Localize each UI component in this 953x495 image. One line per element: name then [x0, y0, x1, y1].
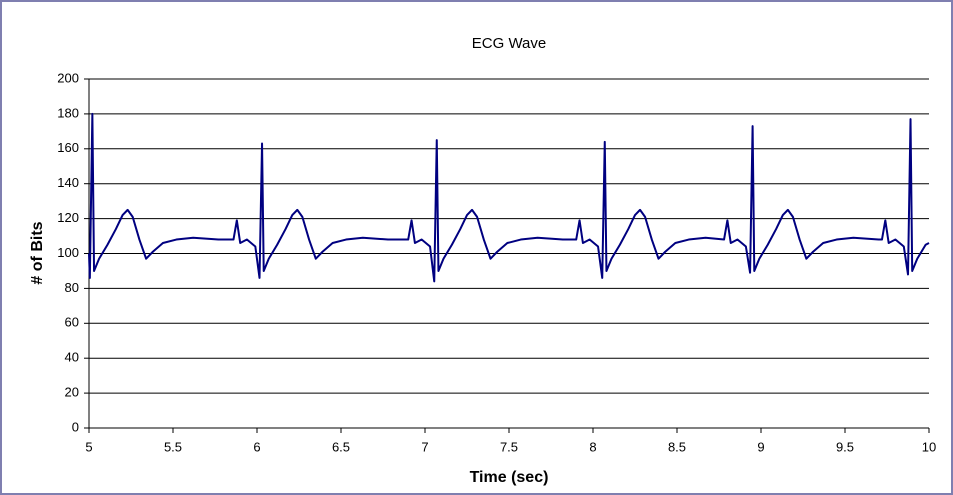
y-tick-label: 140	[57, 175, 79, 190]
x-tick-label: 6.5	[332, 439, 350, 454]
y-tick-label: 20	[65, 385, 79, 400]
x-tick-label: 5.5	[164, 439, 182, 454]
x-tick-label: 10	[922, 439, 936, 454]
x-tick-label: 6	[253, 439, 260, 454]
x-tick-label: 8.5	[668, 439, 686, 454]
y-tick-label: 0	[72, 419, 79, 434]
y-tick-label: 80	[65, 280, 79, 295]
y-tick-label: 100	[57, 245, 79, 260]
y-tick-label: 40	[65, 350, 79, 365]
x-tick-label: 8	[589, 439, 596, 454]
ecg-line	[88, 112, 930, 283]
x-tick-label: 7	[421, 439, 428, 454]
x-axis-label: Time (sec)	[470, 469, 549, 486]
y-tick-label: 200	[57, 70, 79, 85]
x-tick-label: 9.5	[836, 439, 854, 454]
y-tick-label: 160	[57, 140, 79, 155]
x-tick-label: 5	[85, 439, 92, 454]
y-tick-label: 120	[57, 210, 79, 225]
x-tick-label: 9	[757, 439, 764, 454]
y-axis-label: # of Bits	[29, 221, 46, 284]
y-tick-label: 60	[65, 315, 79, 330]
x-tick-label: 7.5	[500, 439, 518, 454]
y-tick-label: 180	[57, 105, 79, 120]
chart-title: ECG Wave	[472, 35, 546, 52]
